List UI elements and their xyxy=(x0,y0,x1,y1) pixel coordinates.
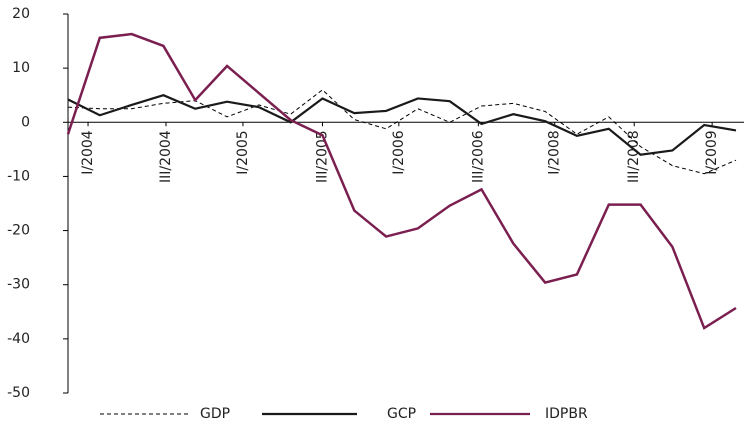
x-tick-label: III/2008 xyxy=(626,130,642,183)
x-tick-label: I/2008 xyxy=(547,130,563,174)
legend-label: GDP xyxy=(200,406,230,422)
series-line xyxy=(66,32,737,330)
x-tick-label: III/2006 xyxy=(470,130,486,183)
series-line xyxy=(67,94,737,156)
x-tick-label: I/2006 xyxy=(391,130,407,175)
y-tick-label: -50 xyxy=(7,385,30,401)
x-tick-label: III/2004 xyxy=(158,130,174,183)
series-line xyxy=(67,89,737,175)
y-tick-label: -30 xyxy=(7,277,30,293)
x-tick-label: I/2005 xyxy=(235,130,251,174)
y-tick-label: -20 xyxy=(7,223,30,239)
legend-label: GCP xyxy=(387,406,416,422)
y-tick-label: 0 xyxy=(21,114,30,130)
y-tick-label: 20 xyxy=(12,6,30,22)
legend-label: IDPBR xyxy=(545,406,588,422)
y-tick-label: -40 xyxy=(7,331,30,347)
y-tick-label: -10 xyxy=(7,168,30,184)
x-tick-label: I/2004 xyxy=(80,130,96,175)
y-tick-label: 10 xyxy=(12,60,30,76)
x-tick-label: I/2009 xyxy=(704,130,720,174)
